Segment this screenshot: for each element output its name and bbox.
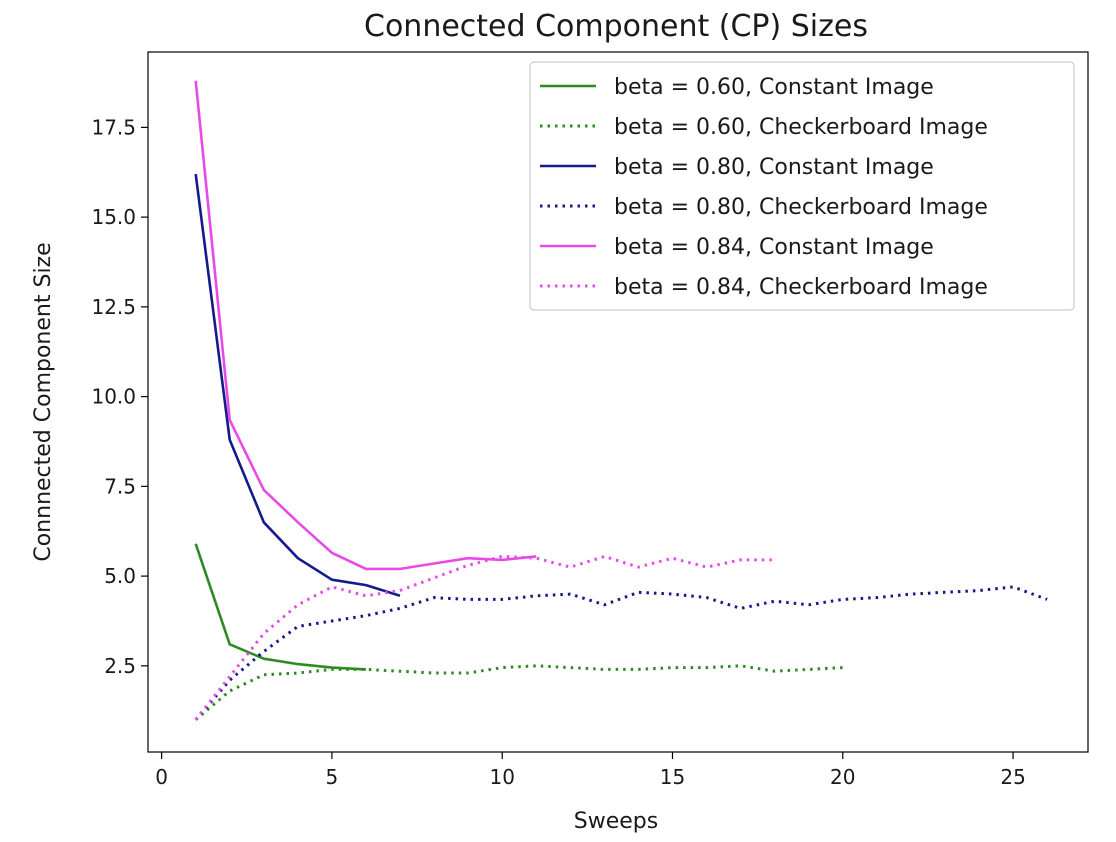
y-tick-label: 10.0 <box>91 385 136 409</box>
y-axis: 2.5 5.0 7.5 10.0 12.5 15.0 17.5 <box>91 115 148 678</box>
y-tick-label: 15.0 <box>91 205 136 229</box>
x-axis: 0 5 10 15 20 25 <box>155 752 1026 789</box>
x-tick-label: 20 <box>830 765 855 789</box>
x-tick-label: 5 <box>326 765 339 789</box>
y-tick-label: 2.5 <box>104 654 136 678</box>
y-axis-label: Connnected Component Size <box>31 242 56 561</box>
series-line-1 <box>194 664 843 721</box>
legend: beta = 0.60, Constant Image beta = 0.60, … <box>529 61 1075 311</box>
y-tick-label: 5.0 <box>104 564 136 588</box>
series-layer <box>194 80 1048 721</box>
legend-label: beta = 0.60, Checkerboard Image <box>614 115 988 140</box>
x-tick-label: 0 <box>155 765 168 789</box>
series-line-5 <box>194 554 775 721</box>
x-tick-label: 25 <box>1000 765 1025 789</box>
legend-box <box>529 61 1075 311</box>
x-tick-label: 15 <box>660 765 685 789</box>
series-line-0 <box>194 543 367 671</box>
legend-label: beta = 0.60, Constant Image <box>614 75 934 100</box>
series-line-4 <box>194 80 537 571</box>
legend-label: beta = 0.84, Checkerboard Image <box>614 275 988 300</box>
x-axis-label: Sweeps <box>574 809 658 834</box>
series-line-2 <box>194 173 401 598</box>
legend-label: beta = 0.80, Checkerboard Image <box>614 195 988 220</box>
chart-title: Connected Component (CP) Sizes <box>364 9 868 44</box>
y-tick-label: 12.5 <box>91 295 136 319</box>
legend-label: beta = 0.84, Constant Image <box>614 235 934 260</box>
y-tick-label: 17.5 <box>91 115 136 139</box>
legend-label: beta = 0.80, Constant Image <box>614 155 934 180</box>
y-tick-label: 7.5 <box>104 474 136 498</box>
x-tick-label: 10 <box>489 765 514 789</box>
